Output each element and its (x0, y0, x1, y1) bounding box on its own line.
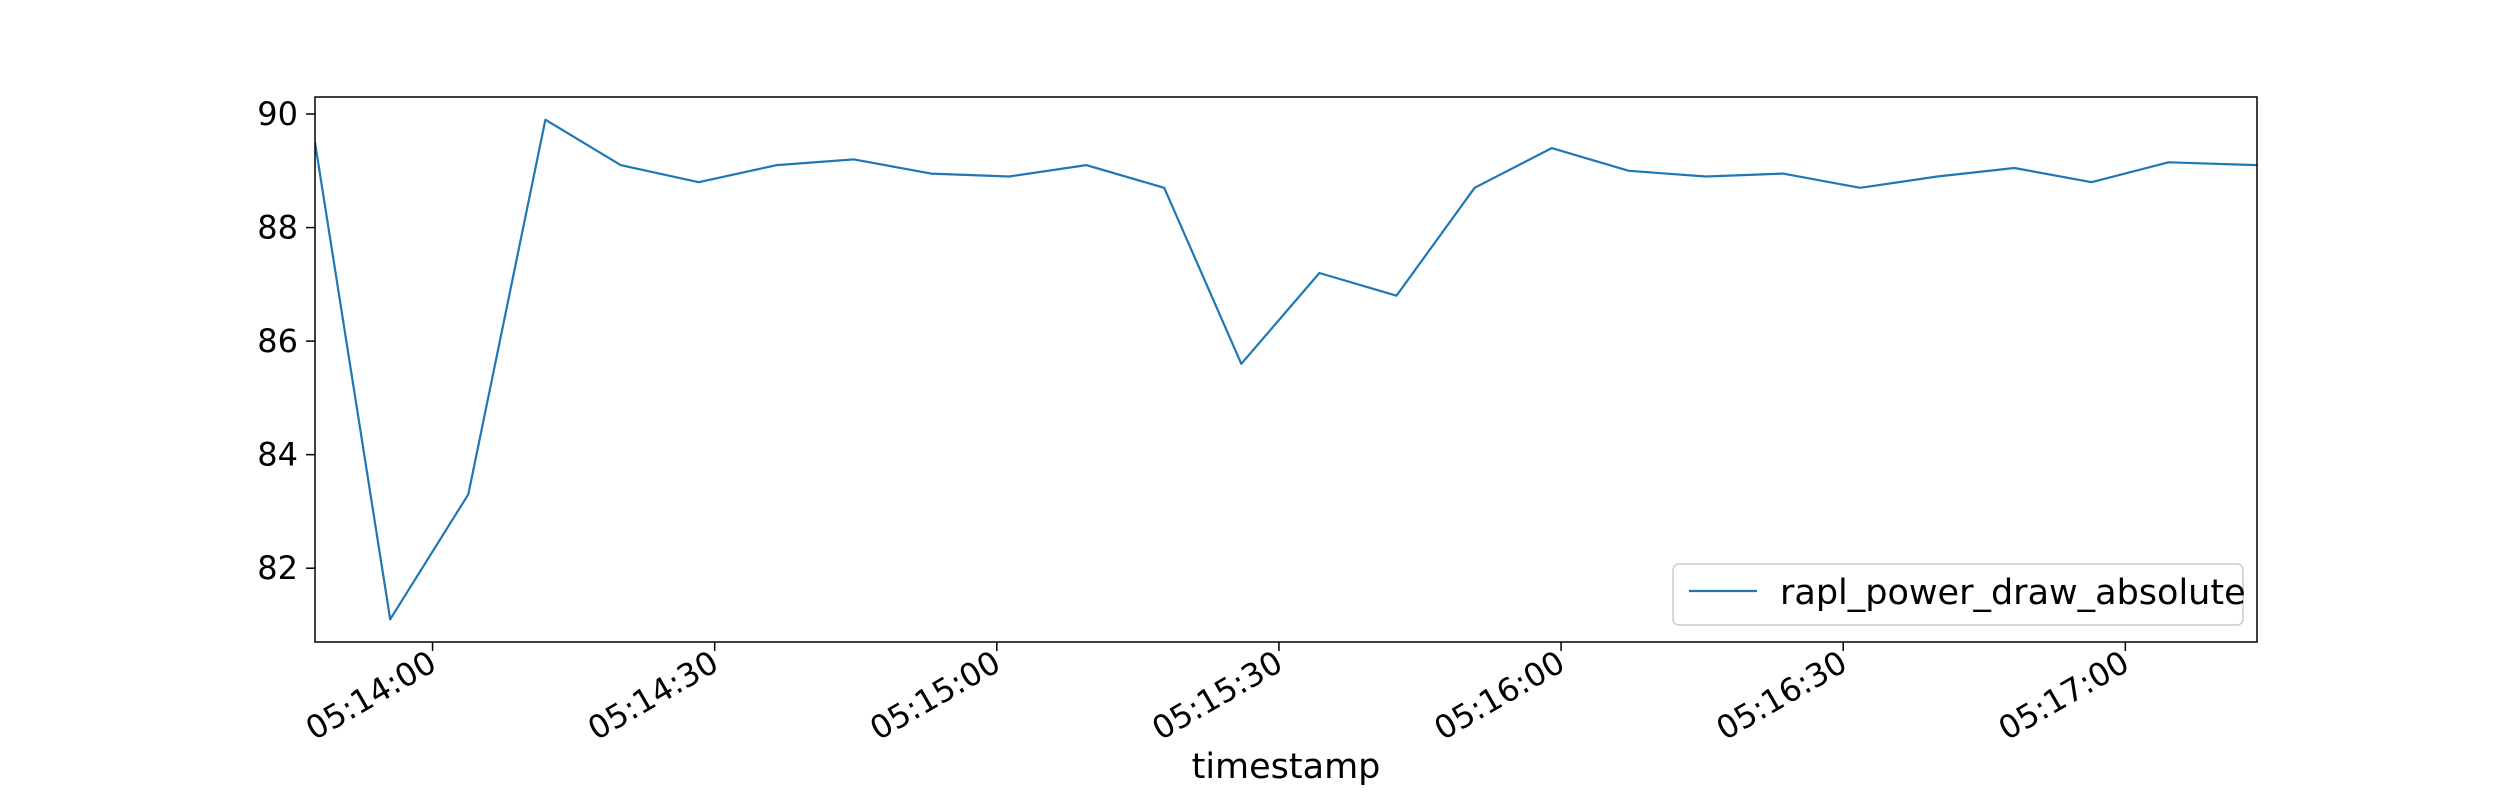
plot-layer (315, 118, 2257, 621)
x-tick-label: 05:14:00 (299, 643, 442, 748)
y-tick-label: 90 (257, 95, 298, 133)
plot-area-frame (314, 96, 2258, 643)
x-tick-label: 05:17:00 (1992, 643, 2135, 748)
x-axis-title: timestamp (1192, 747, 1381, 787)
ticks-layer: 82 84 86 88 90 05:14:00 05:14:30 05:15:00 05:15:… (257, 95, 2135, 748)
series-line-rapl-power-draw (315, 118, 2257, 621)
x-tick-label: 05:15:00 (863, 643, 1006, 748)
legend-label: rapl_power_draw_absolute (1780, 573, 2246, 613)
x-tick-label: 05:14:30 (581, 643, 724, 748)
x-tick-label: 05:16:30 (1710, 643, 1853, 748)
y-tick-label: 88 (257, 209, 298, 247)
y-tick-label: 82 (257, 549, 298, 587)
x-tick-label: 05:16:00 (1428, 643, 1571, 748)
x-tick-label: 05:15:30 (1145, 643, 1288, 748)
legend: rapl_power_draw_absolute (1672, 563, 2246, 626)
y-tick-label: 84 (257, 436, 298, 474)
y-tick-label: 86 (257, 322, 298, 360)
legend-box (1672, 563, 2244, 626)
